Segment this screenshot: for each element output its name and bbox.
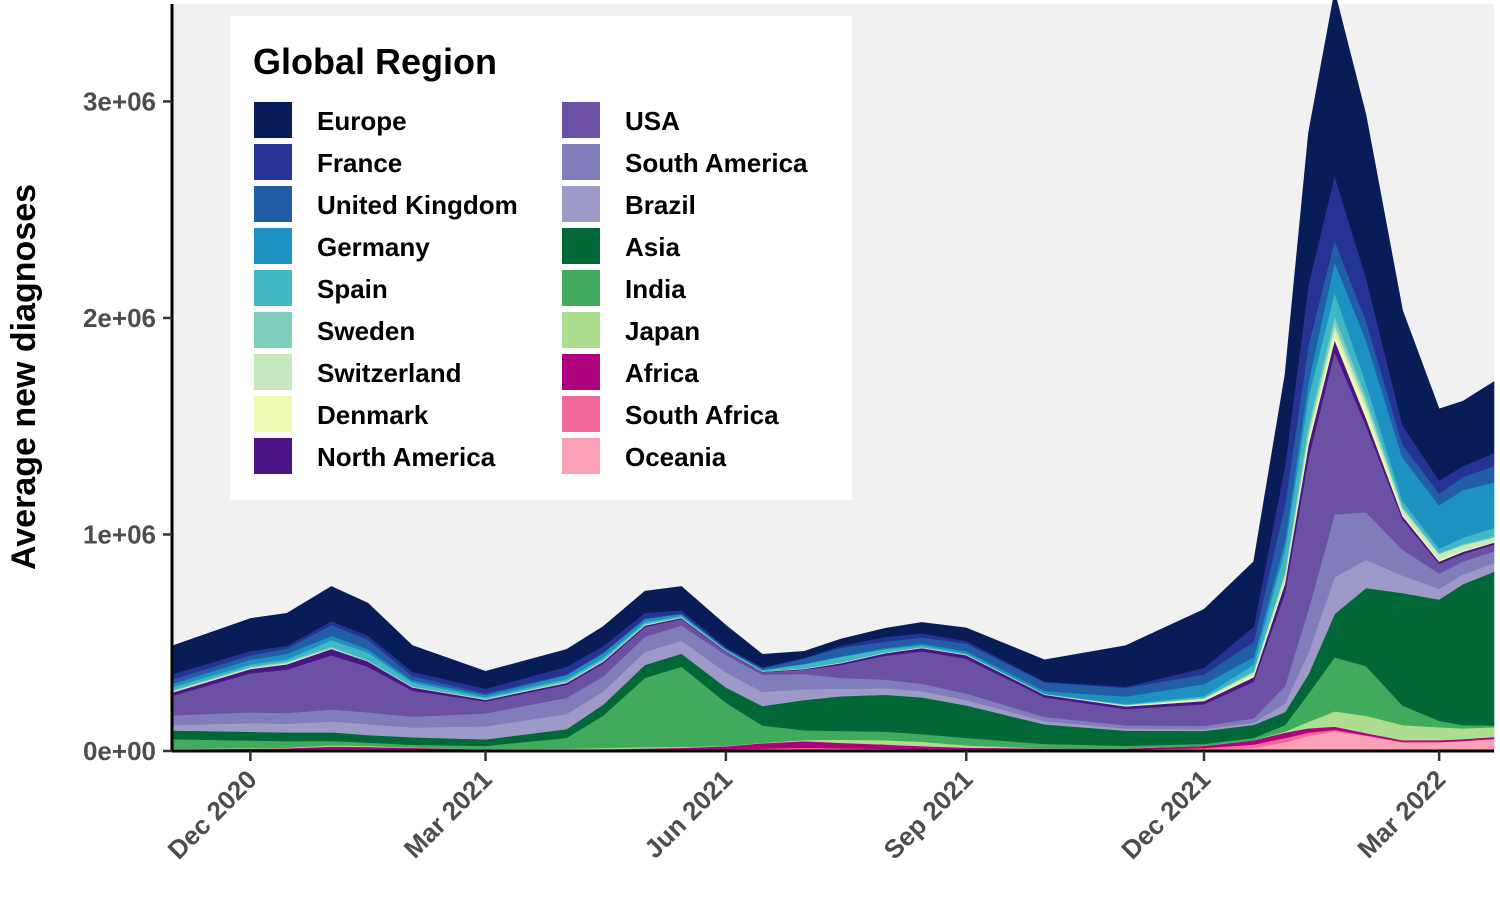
legend-title: Global Region — [253, 41, 497, 82]
legend-label-europe: Europe — [317, 106, 407, 136]
legend-label-brazil: Brazil — [625, 190, 696, 220]
legend-label-denmark: Denmark — [317, 400, 429, 430]
legend-label-japan: Japan — [625, 316, 700, 346]
legend-label-south-america: South America — [625, 148, 808, 178]
legend-background — [230, 16, 852, 500]
legend-swatch-germany — [252, 226, 294, 266]
legend-swatch-united-kingdom — [252, 184, 294, 224]
legend-label-south-africa: South Africa — [625, 400, 779, 430]
x-tick-label: Jun 2021 — [638, 764, 738, 864]
legend-label-asia: Asia — [625, 232, 680, 262]
legend-swatch-denmark — [252, 394, 294, 434]
legend-swatch-south-africa — [560, 394, 602, 434]
legend-items: Europe France United Kingdom Germany Spain Sw… — [252, 100, 808, 476]
y-axis-title: Average new diagnoses — [5, 184, 43, 570]
legend-label-spain: Spain — [317, 274, 388, 304]
legend-swatch-south-america — [560, 142, 602, 182]
legend-label-africa: Africa — [625, 358, 699, 388]
legend-swatch-switzerland — [252, 352, 294, 392]
y-axis-ticks: 0e+00 1e+06 2e+06 3e+06 — [83, 86, 172, 766]
legend-label-france: France — [317, 148, 402, 178]
x-tick-label: Dec 2021 — [1115, 764, 1216, 865]
legend-swatch-japan — [560, 310, 602, 350]
legend-label-sweden: Sweden — [317, 316, 415, 346]
y-tick-label: 2e+06 — [83, 303, 156, 333]
legend-swatch-sweden — [252, 310, 294, 350]
y-tick-label: 0e+00 — [83, 736, 156, 766]
x-axis-ticks: Dec 2020 Mar 2021 Jun 2021 Sep 2021 Dec 2021… — [162, 751, 1451, 865]
x-tick-label: Mar 2022 — [1351, 764, 1451, 864]
legend-label-north-america: North America — [317, 442, 496, 472]
legend-label-usa: USA — [625, 106, 680, 136]
legend-label-united-kingdom: United Kingdom — [317, 190, 518, 220]
legend-swatch-africa — [560, 352, 602, 392]
legend-swatch-france — [252, 142, 294, 182]
legend-swatch-usa — [560, 100, 602, 140]
y-tick-label: 1e+06 — [83, 519, 156, 549]
legend-label-india: India — [625, 274, 686, 304]
x-tick-label: Mar 2021 — [398, 764, 498, 864]
x-tick-label: Dec 2020 — [162, 764, 263, 865]
area-series-group — [171, 0, 1495, 752]
legend-swatch-north-america — [252, 436, 294, 476]
legend-label-oceania: Oceania — [625, 442, 727, 472]
legend-swatch-oceania — [560, 436, 602, 476]
y-tick-label: 3e+06 — [83, 86, 156, 116]
legend-swatch-india — [560, 268, 602, 308]
legend: Global Region Europe France United Kingdom… — [230, 16, 852, 500]
area-europe — [171, 0, 1495, 689]
legend-swatch-brazil — [560, 184, 602, 224]
legend-swatch-europe — [252, 100, 294, 140]
legend-label-switzerland: Switzerland — [317, 358, 461, 388]
legend-swatch-spain — [252, 268, 294, 308]
legend-label-germany: Germany — [317, 232, 430, 262]
x-tick-label: Sep 2021 — [878, 764, 979, 865]
legend-swatch-asia — [560, 226, 602, 266]
